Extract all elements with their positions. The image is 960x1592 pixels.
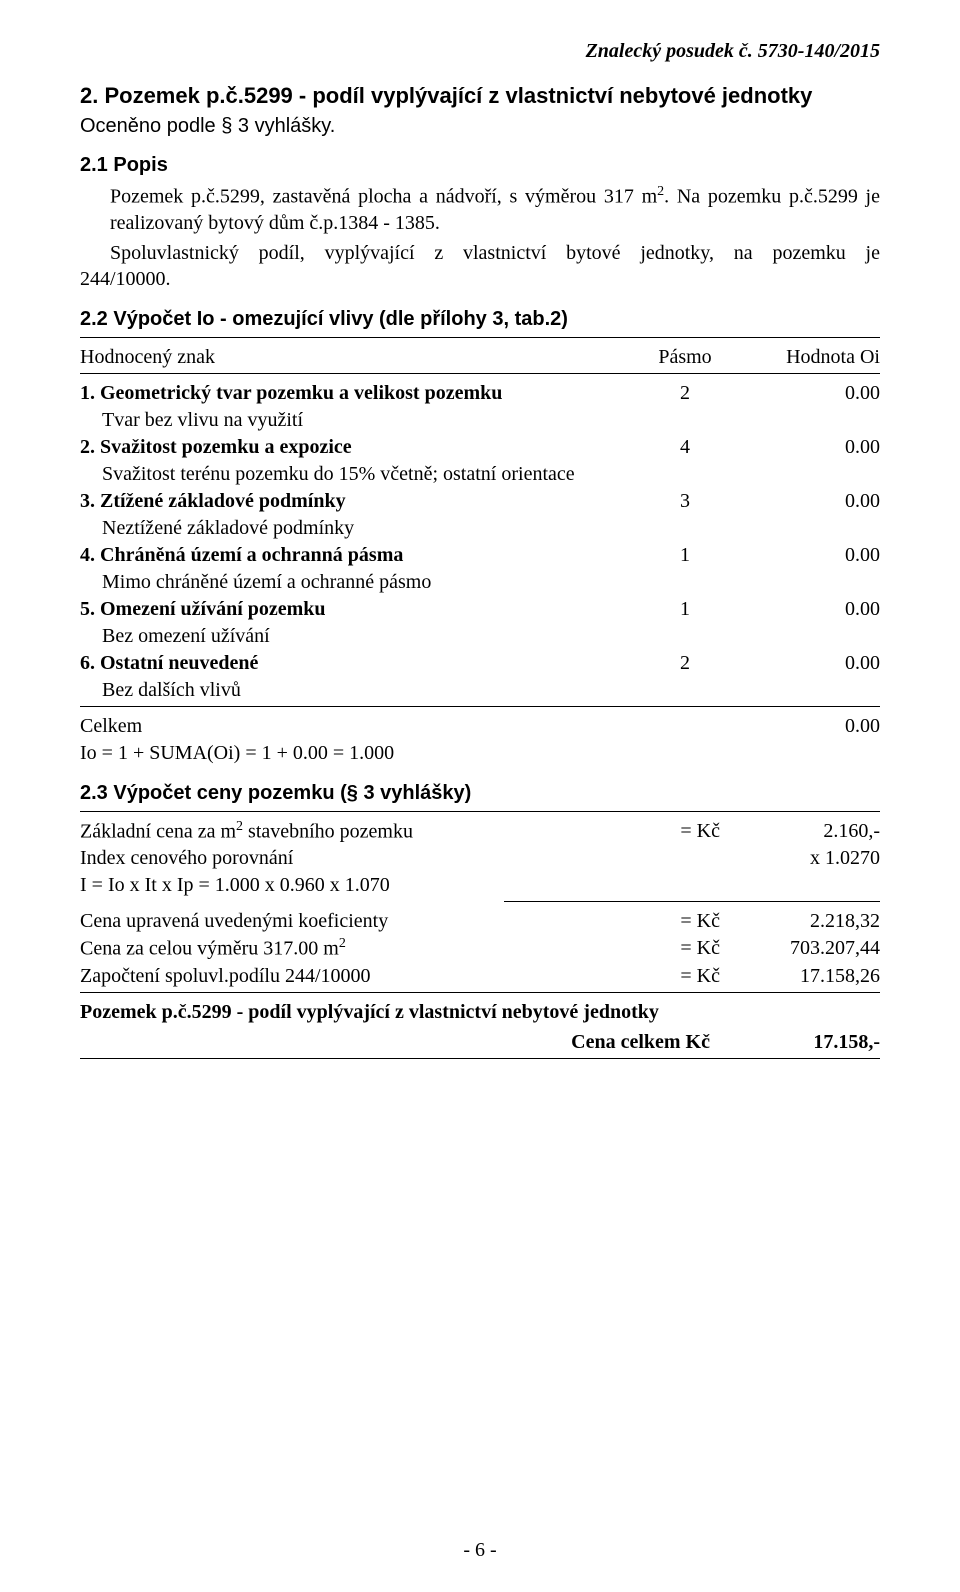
row-desc: Neztížené základové podmínky [80,515,880,542]
divider [80,337,880,338]
page-number: - 6 - [0,1539,960,1562]
table-row: 6. Ostatní neuvedené 2 0.00 [80,650,880,677]
final-title: Pozemek p.č.5299 - podíl vyplývající z v… [80,999,880,1025]
row-desc: Tvar bez vlivu na využití [80,407,880,434]
section-2-subtitle: Oceněno podle § 3 vyhlášky. [80,115,880,138]
calc-label: Základní cena za m2 stavebního pozemku [80,818,630,846]
calc-val: 17.158,26 [720,963,880,990]
calc-row: Základní cena za m2 stavebního pozemku =… [80,818,880,846]
total-val: 0.00 [730,713,880,740]
table-row-desc: Tvar bez vlivu na využití [80,407,880,434]
row-label: 1. Geometrický tvar pozemku a velikost p… [80,380,640,407]
io-formula: Io = 1 + SUMA(Oi) = 1 + 0.00 = 1.000 [80,740,880,766]
table-body: 1. Geometrický tvar pozemku a velikost p… [80,380,880,704]
row-desc: Mimo chráněné území a ochranné pásmo [80,569,880,596]
row-pasmo: 2 [640,380,730,407]
calc-val: 2.160,- [720,818,880,846]
row-desc: Bez dalších vlivů [80,677,880,704]
row-val: 0.00 [730,434,880,461]
table-row: 2. Svažitost pozemku a expozice 4 0.00 [80,434,880,461]
section-2-2-title: 2.2 Výpočet Io - omezující vlivy (dle př… [80,308,880,331]
calc-label-text-2: stavebního pozemku [243,820,413,842]
table-row: 5. Omezení užívání pozemku 1 0.00 [80,596,880,623]
row-val: 0.00 [730,488,880,515]
calc-unit [630,872,720,899]
row-pasmo: 1 [640,542,730,569]
calc-unit: = Kč [630,908,720,935]
section-2-1-title: 2.1 Popis [80,154,880,177]
final-row: Cena celkem Kč 17.158,- [80,1029,880,1056]
row-val: 0.00 [730,542,880,569]
calc-label: Cena za celou výměru 317.00 m2 [80,935,630,963]
row-pasmo: 4 [640,434,730,461]
calc-unit [630,845,720,872]
table-row-desc: Mimo chráněné území a ochranné pásmo [80,569,880,596]
table-row: 1. Geometrický tvar pozemku a velikost p… [80,380,880,407]
calc-label: Index cenového porovnání [80,845,630,872]
row-label: 5. Omezení užívání pozemku [80,596,640,623]
divider [80,992,880,993]
table-row: 3. Ztížené základové podmínky 3 0.00 [80,488,880,515]
calc-unit: = Kč [630,935,720,963]
row-pasmo: 1 [640,596,730,623]
row-val: 0.00 [730,380,880,407]
calc-label-text: Cena za celou výměru 317.00 m [80,938,339,960]
row-val: 0.00 [730,596,880,623]
sup-2: 2 [339,936,346,951]
row-val: 0.00 [730,650,880,677]
table-row: 4. Chráněná území a ochranná pásma 1 0.0… [80,542,880,569]
th-hodnota: Hodnota Oi [730,344,880,371]
calc-row: Cena upravená uvedenými koeficienty = Kč… [80,908,880,935]
calc-row: I = Io x It x Ip = 1.000 x 0.960 x 1.070 [80,872,880,899]
calc-label: Cena upravená uvedenými koeficienty [80,908,630,935]
final-label: Cena celkem Kč [80,1029,720,1056]
blank [640,713,730,740]
calc-label: Započtení spoluvl.podílu 244/10000 [80,963,630,990]
calc-val [720,872,880,899]
calc-val: 2.218,32 [720,908,880,935]
table-row-desc: Bez dalších vlivů [80,677,880,704]
calc-row: Započtení spoluvl.podílu 244/10000 = Kč … [80,963,880,990]
sup-2: 2 [236,819,243,834]
calc-label: I = Io x It x Ip = 1.000 x 0.960 x 1.070 [80,872,630,899]
table-header-row: Hodnocený znak Pásmo Hodnota Oi [80,344,880,371]
calc-unit: = Kč [630,818,720,846]
calc-unit: = Kč [630,963,720,990]
total-label: Celkem [80,713,640,740]
divider [80,706,880,707]
paragraph-popis-2: Spoluvlastnický podíl, vyplývající z vla… [80,240,880,292]
row-desc: Bez omezení užívání [80,623,880,650]
popis-text-1: Pozemek p.č.5299, zastavěná plocha a nád… [110,186,657,208]
section-2-title: 2. Pozemek p.č.5299 - podíl vyplývající … [80,83,880,109]
table-row-desc: Neztížené základové podmínky [80,515,880,542]
calc-val: x 1.0270 [720,845,880,872]
divider [80,1058,880,1059]
calc-val: 703.207,44 [720,935,880,963]
row-desc: Svažitost terénu pozemku do 15% včetně; … [80,461,880,488]
th-znak: Hodnocený znak [80,344,640,371]
section-2-3-title: 2.3 Výpočet ceny pozemku (§ 3 vyhlášky) [80,782,880,805]
table-row-desc: Svažitost terénu pozemku do 15% včetně; … [80,461,880,488]
document-reference: Znalecký posudek č. 5730-140/2015 [80,40,880,63]
th-pasmo: Pásmo [640,344,730,371]
calc-row: Index cenového porovnání x 1.0270 [80,845,880,872]
row-label: 2. Svažitost pozemku a expozice [80,434,640,461]
calc-row: Cena za celou výměru 317.00 m2 = Kč 703.… [80,935,880,963]
row-pasmo: 3 [640,488,730,515]
divider [80,373,880,374]
paragraph-popis-1: Pozemek p.č.5299, zastavěná plocha a nád… [110,183,880,236]
row-label: 6. Ostatní neuvedené [80,650,640,677]
row-pasmo: 2 [640,650,730,677]
divider-right [504,901,880,902]
table-row-desc: Bez omezení užívání [80,623,880,650]
total-row: Celkem 0.00 [80,713,880,740]
divider [80,811,880,812]
row-label: 4. Chráněná území a ochranná pásma [80,542,640,569]
calc-label-text: Základní cena za m [80,820,236,842]
row-label: 3. Ztížené základové podmínky [80,488,640,515]
final-val: 17.158,- [720,1029,880,1056]
